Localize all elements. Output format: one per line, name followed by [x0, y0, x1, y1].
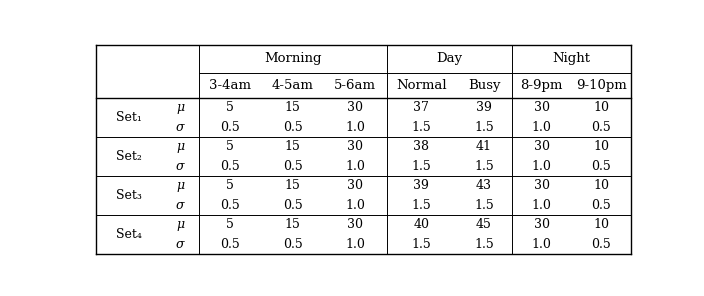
Text: 0.5: 0.5	[220, 199, 240, 212]
Text: 1.0: 1.0	[346, 160, 365, 173]
Text: 43: 43	[476, 179, 492, 192]
Text: 3-4am: 3-4am	[209, 79, 251, 92]
Text: 41: 41	[476, 140, 492, 153]
Text: 9-10pm: 9-10pm	[576, 79, 627, 92]
Text: 38: 38	[413, 140, 429, 153]
Text: 1.5: 1.5	[411, 238, 431, 251]
Text: 0.5: 0.5	[220, 160, 240, 173]
Text: 1.5: 1.5	[474, 238, 494, 251]
Text: Morning: Morning	[264, 52, 321, 65]
Text: 0.5: 0.5	[591, 238, 611, 251]
Text: 5-6am: 5-6am	[334, 79, 376, 92]
Text: Set₁: Set₁	[116, 111, 142, 124]
Text: Night: Night	[553, 52, 591, 65]
Text: σ: σ	[176, 160, 184, 173]
Text: 39: 39	[476, 101, 492, 114]
Text: Normal: Normal	[396, 79, 446, 92]
Text: 5: 5	[226, 140, 234, 153]
Text: 10: 10	[593, 140, 609, 153]
Text: μ: μ	[176, 218, 184, 231]
Text: 1.5: 1.5	[474, 160, 494, 173]
Text: 0.5: 0.5	[591, 199, 611, 212]
Text: σ: σ	[176, 238, 184, 251]
Text: 0.5: 0.5	[283, 121, 303, 134]
Text: 0.5: 0.5	[591, 121, 611, 134]
Text: 1.0: 1.0	[532, 199, 552, 212]
Text: μ: μ	[176, 140, 184, 153]
Text: 0.5: 0.5	[591, 160, 611, 173]
Text: 0.5: 0.5	[220, 121, 240, 134]
Text: 1.5: 1.5	[411, 160, 431, 173]
Text: 0.5: 0.5	[220, 238, 240, 251]
Text: 30: 30	[347, 101, 363, 114]
Text: 1.0: 1.0	[532, 238, 552, 251]
Text: 15: 15	[284, 179, 301, 192]
Text: 30: 30	[534, 218, 550, 231]
Text: 0.5: 0.5	[283, 199, 303, 212]
Text: 30: 30	[534, 140, 550, 153]
Text: 1.5: 1.5	[474, 121, 494, 134]
Text: 40: 40	[413, 218, 429, 231]
Text: Set₄: Set₄	[116, 228, 142, 241]
Text: 15: 15	[284, 218, 301, 231]
Text: 1.0: 1.0	[346, 121, 365, 134]
Text: 39: 39	[413, 179, 429, 192]
Text: 1.0: 1.0	[346, 199, 365, 212]
Text: 10: 10	[593, 179, 609, 192]
Text: Set₃: Set₃	[116, 189, 142, 202]
Text: 1.0: 1.0	[532, 121, 552, 134]
Text: 1.0: 1.0	[346, 238, 365, 251]
Text: 5: 5	[226, 101, 234, 114]
Text: 30: 30	[347, 140, 363, 153]
Text: 0.5: 0.5	[283, 160, 303, 173]
Text: 1.5: 1.5	[411, 199, 431, 212]
Text: σ: σ	[176, 199, 184, 212]
Text: 5: 5	[226, 179, 234, 192]
Text: μ: μ	[176, 101, 184, 114]
Text: 15: 15	[284, 101, 301, 114]
Text: 10: 10	[593, 218, 609, 231]
Text: 0.5: 0.5	[283, 238, 303, 251]
Text: 30: 30	[534, 179, 550, 192]
Text: 8-9pm: 8-9pm	[520, 79, 563, 92]
Text: 1.0: 1.0	[532, 160, 552, 173]
Text: Day: Day	[436, 52, 463, 65]
Text: μ: μ	[176, 179, 184, 192]
Text: 4-5am: 4-5am	[272, 79, 313, 92]
Text: Busy: Busy	[467, 79, 501, 92]
Text: 37: 37	[413, 101, 429, 114]
Text: 1.5: 1.5	[474, 199, 494, 212]
Text: σ: σ	[176, 121, 184, 134]
Text: 45: 45	[476, 218, 492, 231]
Text: 30: 30	[347, 218, 363, 231]
Text: 10: 10	[593, 101, 609, 114]
Text: 30: 30	[347, 179, 363, 192]
Text: 15: 15	[284, 140, 301, 153]
Text: 1.5: 1.5	[411, 121, 431, 134]
Text: Set₂: Set₂	[116, 150, 142, 163]
Text: 5: 5	[226, 218, 234, 231]
Text: 30: 30	[534, 101, 550, 114]
